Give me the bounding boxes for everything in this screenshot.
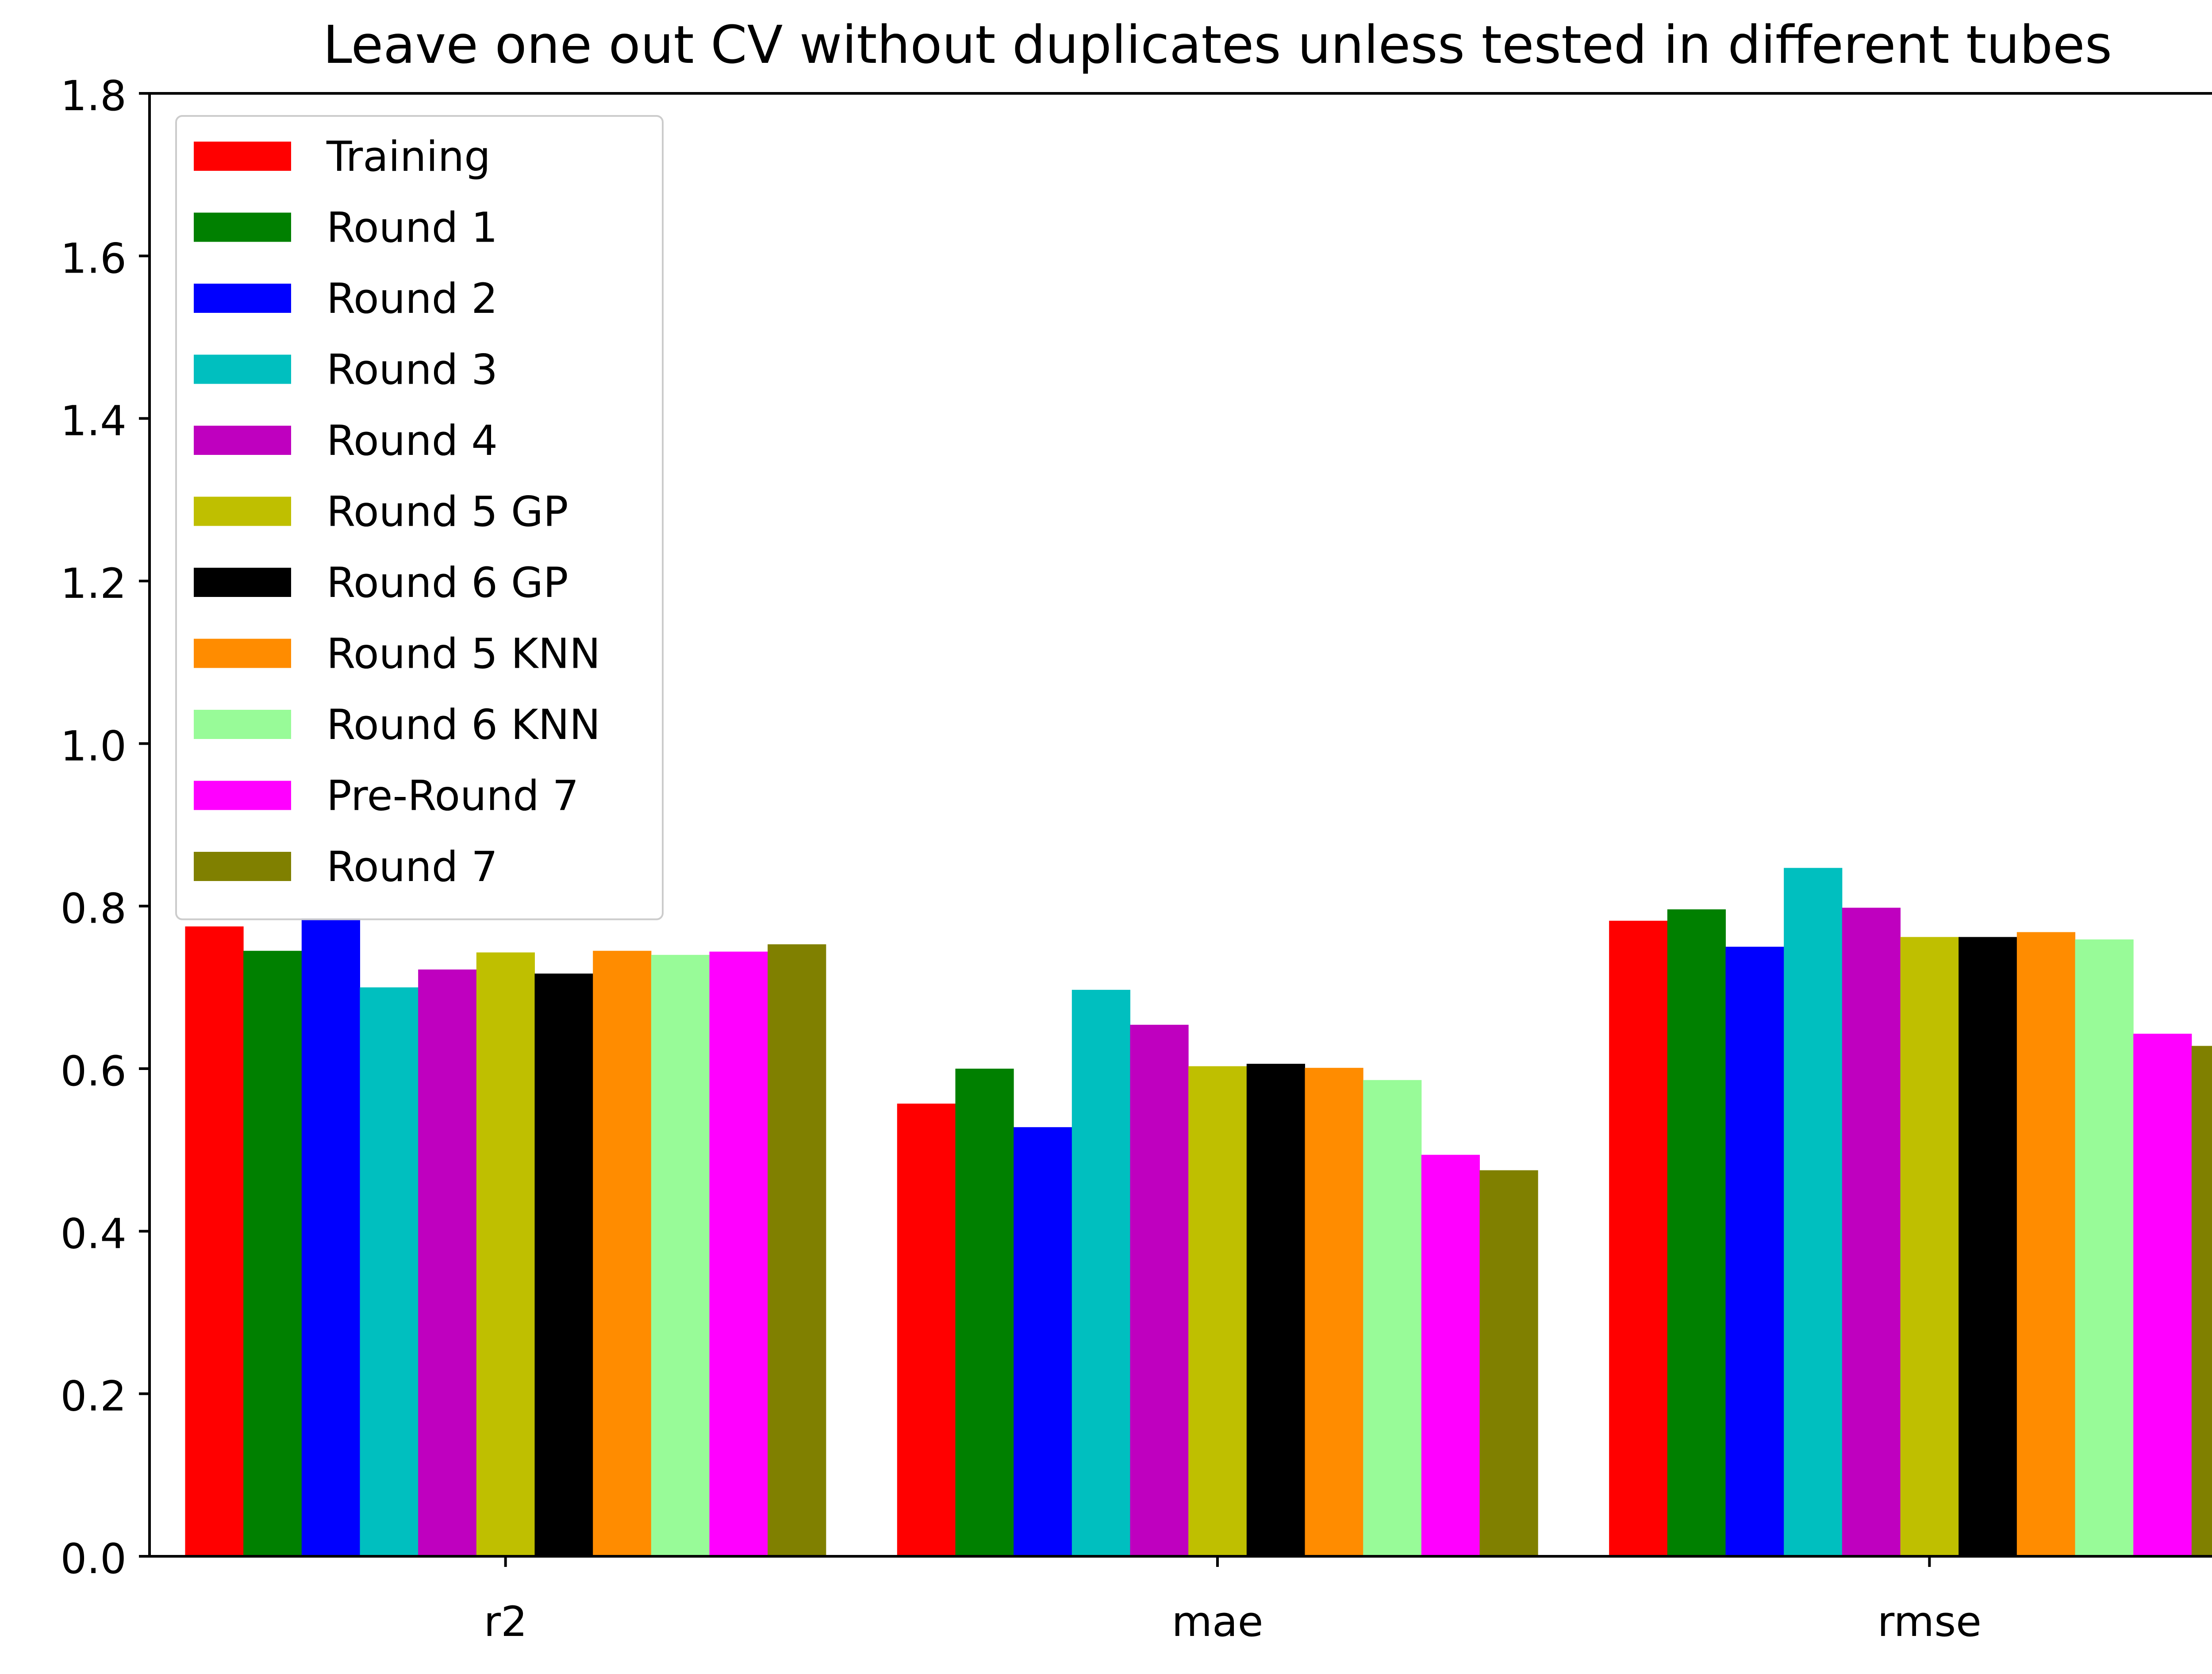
bar-training-mae xyxy=(897,1103,956,1556)
legend-swatch xyxy=(194,639,291,668)
y-tick-label: 0.0 xyxy=(61,1535,127,1583)
bar-round-5-gp-mae xyxy=(1188,1066,1247,1556)
legend-swatch xyxy=(194,212,291,242)
legend-swatch xyxy=(194,568,291,597)
legend-box xyxy=(175,115,664,920)
bar-round-2-rmse xyxy=(1725,947,1784,1556)
legend-swatch xyxy=(194,781,291,810)
bar-pre-round-7-r2 xyxy=(709,951,768,1556)
legend-label: Round 2 xyxy=(326,275,498,323)
y-tick-label: 0.4 xyxy=(61,1210,127,1258)
bar-pre-round-7-mae xyxy=(1421,1154,1480,1556)
bar-training-r2 xyxy=(185,926,244,1556)
bar-round-1-mae xyxy=(955,1069,1014,1556)
bar-round-7-rmse xyxy=(2191,1046,2212,1556)
y-tick-label: 1.4 xyxy=(61,397,127,446)
bar-round-6-knn-rmse xyxy=(2075,939,2134,1556)
bar-round-6-gp-mae xyxy=(1246,1063,1306,1556)
bar-round-5-gp-r2 xyxy=(476,952,535,1556)
bar-round-5-gp-rmse xyxy=(1900,937,1959,1556)
x-tick-label: r2 xyxy=(484,1598,527,1646)
y-tick-label: 1.6 xyxy=(61,235,127,283)
bar-round-2-mae xyxy=(1014,1127,1072,1556)
bar-round-3-r2 xyxy=(360,987,419,1556)
y-tick-label: 1.2 xyxy=(61,560,127,608)
bar-round-5-knn-mae xyxy=(1305,1068,1363,1556)
chart-title: Leave one out CV without duplicates unle… xyxy=(323,14,2112,75)
legend-label: Round 6 GP xyxy=(326,559,568,607)
bar-round-6-knn-mae xyxy=(1363,1080,1422,1556)
y-tick-label: 0.6 xyxy=(61,1047,127,1096)
bar-round-1-r2 xyxy=(243,951,302,1556)
bar-round-7-mae xyxy=(1479,1170,1538,1556)
bar-round-5-knn-rmse xyxy=(2016,932,2076,1556)
bar-training-rmse xyxy=(1609,920,1668,1556)
y-tick-label: 0.2 xyxy=(61,1373,127,1421)
legend-swatch xyxy=(194,496,291,526)
legend-label: Round 1 xyxy=(326,204,498,252)
legend-swatch xyxy=(194,426,291,455)
bar-round-4-r2 xyxy=(418,969,477,1556)
x-tick-label: mae xyxy=(1171,1598,1263,1646)
y-tick-label: 1.8 xyxy=(61,72,127,120)
legend-label: Round 3 xyxy=(326,346,498,394)
bar-round-4-rmse xyxy=(1842,908,1901,1556)
bar-round-6-knn-r2 xyxy=(651,954,710,1556)
bar-round-6-gp-r2 xyxy=(534,974,593,1556)
bar-round-2-r2 xyxy=(301,918,360,1556)
bar-round-3-mae xyxy=(1071,989,1130,1556)
bar-round-6-gp-rmse xyxy=(1959,937,2017,1556)
legend-swatch xyxy=(194,284,291,313)
y-tick-label: 1.0 xyxy=(61,722,127,770)
legend-label: Round 5 GP xyxy=(326,488,568,536)
bar-round-5-knn-r2 xyxy=(593,951,652,1556)
legend-label: Pre-Round 7 xyxy=(326,772,579,820)
y-tick-label: 0.8 xyxy=(61,885,127,933)
bar-round-1-rmse xyxy=(1667,909,1726,1556)
legend-swatch xyxy=(194,354,291,384)
legend-swatch xyxy=(194,142,291,171)
bar-pre-round-7-rmse xyxy=(2133,1034,2192,1556)
x-axis: r2 mae rmse xyxy=(484,1556,1982,1646)
legend: Training Round 1 Round 2 Round 3 Round 4 Roun… xyxy=(175,115,664,920)
x-tick-label: rmse xyxy=(1878,1598,1982,1646)
bar-round-4-mae xyxy=(1130,1024,1189,1556)
bar-round-3-rmse xyxy=(1784,868,1843,1556)
legend-label: Round 7 xyxy=(326,843,498,891)
bar-round-7-r2 xyxy=(768,944,826,1556)
legend-swatch xyxy=(194,710,291,739)
legend-label: Round 5 KNN xyxy=(326,630,600,678)
legend-label: Round 4 xyxy=(326,417,498,465)
legend-label: Round 6 KNN xyxy=(326,701,600,749)
legend-label: Training xyxy=(326,133,491,181)
bars-layer xyxy=(185,868,2212,1556)
legend-swatch xyxy=(194,852,291,881)
y-axis: 0.0 0.2 0.4 0.6 0.8 1.0 1.2 1.4 1.6 1.8 xyxy=(61,72,150,1583)
